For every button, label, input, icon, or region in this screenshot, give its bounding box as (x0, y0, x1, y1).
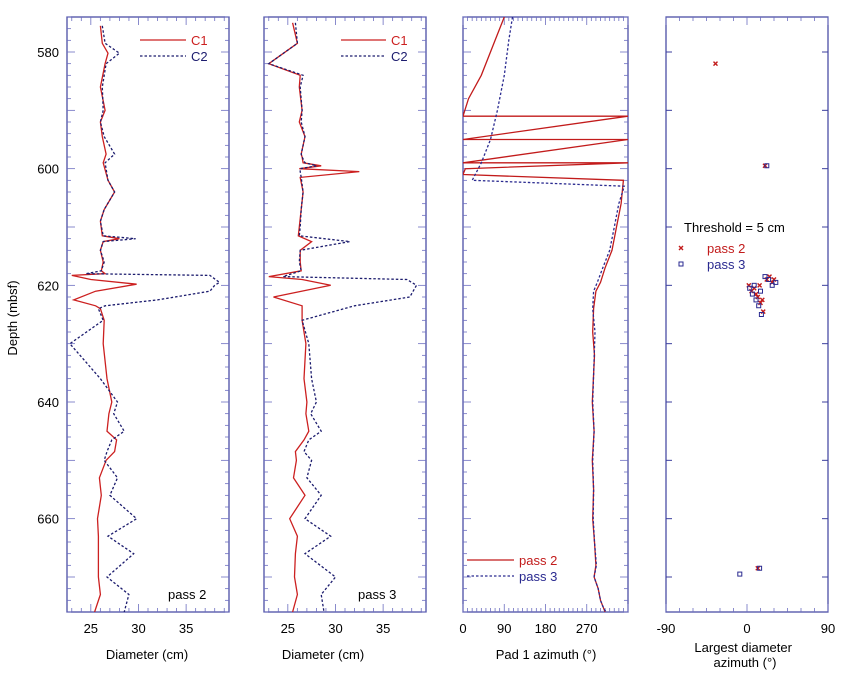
panel-2-x-tick-label: 35 (376, 621, 390, 636)
panel-1-x-label: Diameter (cm) (106, 647, 188, 662)
panel-1-frame (66, 16, 230, 613)
panel-4-point-pass3 (751, 282, 757, 288)
panel-4-point-pass3 (766, 277, 772, 282)
panel-3-x-tick-label: 90 (497, 621, 511, 636)
panel-4-point-pass3 (737, 571, 743, 577)
panel-4-point-pass3 (762, 274, 768, 280)
panel-4-point-pass3 (749, 291, 755, 297)
panel-2-annotation: pass 3 (358, 587, 396, 602)
panel-1-legend-label-1: C1 (191, 33, 208, 48)
y-axis-label: Depth (mbsf) (5, 280, 20, 355)
panel-1-series-c2 (68, 25, 221, 612)
panel-3-x-label: Pad 1 azimuth (°) (496, 647, 597, 662)
y-tick-label: 600 (37, 162, 59, 177)
panel-4-legend-label-1: pass 2 (707, 241, 745, 256)
panel-1-plot-area (68, 25, 221, 612)
panel-1-x-tick-label: 30 (131, 621, 145, 636)
panel-3-plot-area (463, 17, 628, 612)
panel-4-point-pass3 (764, 163, 770, 169)
panel-4-point-pass3 (753, 297, 759, 303)
panel-3-series-pass2 (463, 17, 628, 612)
panel-4-point-pass3 (757, 565, 763, 571)
panel-2-legend-label-1: C1 (391, 33, 408, 48)
y-tick-label: 580 (37, 45, 59, 60)
panel-1-legend-label-2: C2 (191, 49, 208, 64)
panel-2-series-c1 (267, 22, 360, 612)
panel-frames: 25 30 35 580 600 620 640 660 25 30 35 0 90 180 270 -90 0… (37, 16, 835, 636)
panel-2-plot-area (267, 22, 418, 612)
panel-3-series-pass3 (471, 17, 626, 612)
panel-4-annotation: Threshold = 5 cm (684, 220, 785, 235)
panel-4-legend-marker-2 (678, 261, 684, 267)
y-tick-label: 640 (37, 395, 59, 410)
panel-4-point-pass3 (773, 279, 779, 285)
panel-4-point-pass3 (758, 288, 763, 294)
panel-1-x-tick-label: 35 (179, 621, 193, 636)
panel-4-x-label-line-1: Largest diameter (694, 640, 792, 655)
panel-4-x-tick-label: -90 (657, 621, 676, 636)
panel-4-point-pass3 (758, 312, 764, 317)
y-tick-label: 620 (37, 278, 59, 293)
panel-3-x-tick-label: 180 (535, 621, 557, 636)
panel-4-point-pass2 (759, 297, 765, 303)
panel-4-x-tick-label: 90 (821, 621, 835, 636)
panel-2-series-c2 (267, 22, 418, 612)
panel-2-legend-label-2: C2 (391, 49, 408, 64)
panel-2-x-tick-label: 25 (281, 621, 295, 636)
panel-4-x-label: Largest diameter azimuth (°) (694, 640, 795, 670)
panel-4-point-pass3 (756, 303, 762, 309)
panel-3-frame (462, 16, 629, 613)
panel-1-series-c1 (71, 25, 137, 612)
panel-3-legend-label-1: pass 2 (519, 553, 557, 568)
panel-4-point-pass2 (713, 61, 718, 67)
y-tick-label: 660 (37, 512, 59, 527)
panel-4-point-pass3 (747, 285, 753, 291)
panel-1-annotation: pass 2 (168, 587, 206, 602)
panel-4-x-tick-label: 0 (743, 621, 750, 636)
panel-4-plot-area (713, 61, 779, 577)
panel-4-x-label-line-2: azimuth (°) (714, 655, 777, 670)
panel-3-legend-label-2: pass 3 (519, 569, 557, 584)
panel-3-x-tick-label: 0 (459, 621, 466, 636)
panel-4-point-pass2 (757, 282, 763, 288)
panel-2-x-label: Diameter (cm) (282, 647, 364, 662)
data-layer (68, 17, 779, 612)
panel-3-x-tick-label: 270 (576, 621, 598, 636)
panel-2-frame (263, 16, 427, 613)
panel-4-frame (665, 16, 829, 613)
panel-2-x-tick-label: 30 (328, 621, 342, 636)
panel-4-point-pass3 (769, 282, 775, 288)
panel-4-legend-label-2: pass 3 (707, 257, 745, 272)
panel-1-x-tick-label: 25 (84, 621, 98, 636)
panel-4-legend-marker-1 (678, 245, 684, 251)
